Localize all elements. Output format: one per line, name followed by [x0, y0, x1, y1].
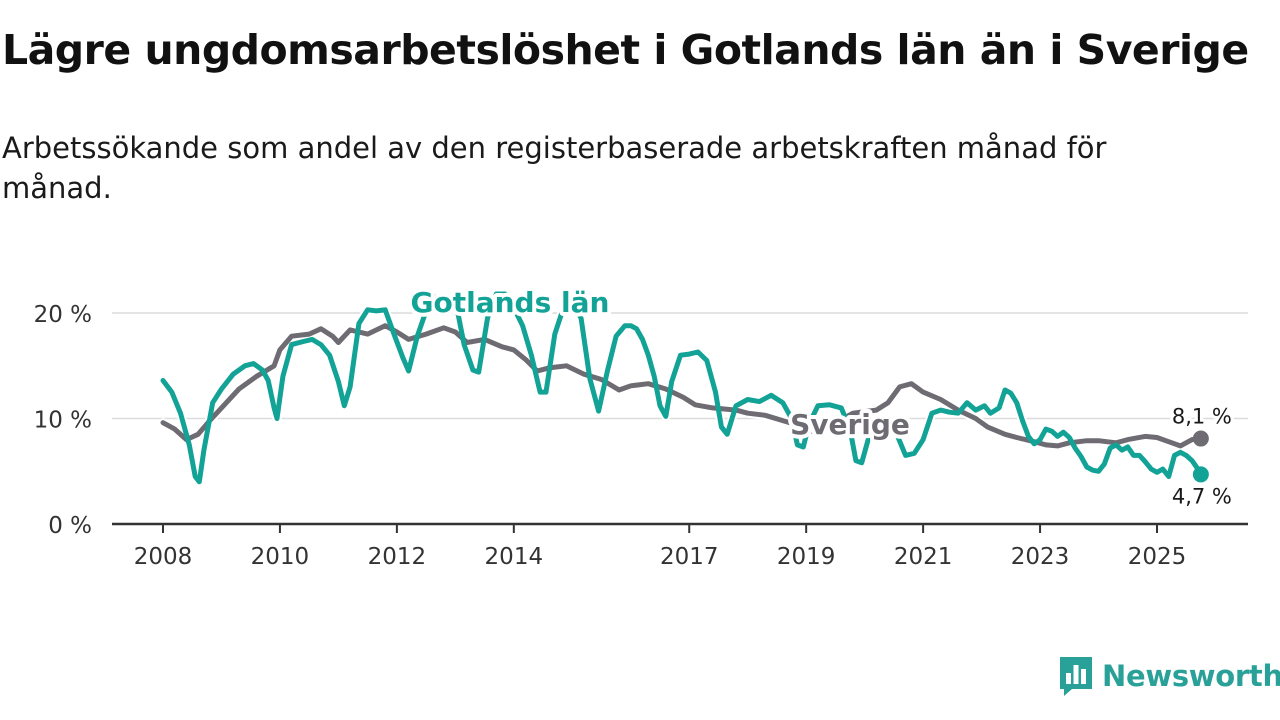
x-tick-label: 2023 — [1011, 544, 1070, 570]
x-axis: 2008 2010 2012 2014 2017 2019 2021 2023 2025 — [112, 522, 1248, 570]
newsworthy-logo: Newsworthy — [1058, 654, 1280, 698]
x-tick-label: 2010 — [251, 544, 310, 570]
series-strokes — [160, 291, 1204, 485]
x-tick-label: 2019 — [777, 544, 836, 570]
chart-subtitle: Arbetssökande som andel av den registerb… — [2, 131, 1107, 205]
series-lines — [158, 289, 1206, 487]
x-tick-label: 2008 — [134, 544, 193, 570]
series-label-sverige-halo: Sverige — [790, 408, 910, 441]
end-marker-sverige — [1192, 430, 1209, 447]
series-label-gotland-text: Gotlands län — [411, 286, 610, 319]
x-tick-label: 2017 — [660, 544, 719, 570]
end-label-sverige-halo: 8,1 % — [1172, 405, 1232, 429]
series-line-gotlands-lan — [160, 291, 1204, 485]
series-halos — [158, 289, 1206, 487]
gridlines — [112, 312, 1248, 420]
x-tick-label: 2012 — [368, 544, 427, 570]
x-tick-label: 2021 — [894, 544, 953, 570]
end-label-gotland: 4,7 % — [1172, 484, 1232, 508]
series-label-sverige-text: Sverige — [790, 408, 910, 441]
y-axis-labels: 0 % 10 % 20 % — [34, 302, 92, 539]
chart-title: Lägre ungdomsarbetslöshet i Gotlands län… — [2, 26, 1249, 74]
end-label-gotland-halo: 4,7 % — [1172, 484, 1232, 508]
y-tick-label: 20 % — [34, 302, 92, 328]
end-marker-gotland — [1192, 466, 1209, 483]
end-label-sverige: 8,1 % — [1172, 405, 1232, 429]
series-halo-gotlands-lan — [158, 289, 1206, 487]
x-tick-label: 2025 — [1128, 544, 1187, 570]
newsworthy-wordmark: Newsworthy — [1102, 659, 1280, 693]
newsworthy-logo-icon — [1060, 657, 1092, 696]
y-tick-label: 0 % — [48, 513, 92, 539]
y-tick-label: 10 % — [34, 408, 92, 434]
series-label-gotland-halo: Gotlands län — [411, 286, 610, 319]
line-chart: 0 % 10 % 20 % 2008 2010 2012 2014 2017 2019 2021… — [33, 282, 1248, 570]
x-tick-label: 2014 — [485, 544, 544, 570]
series-line-sverige — [160, 323, 1204, 449]
